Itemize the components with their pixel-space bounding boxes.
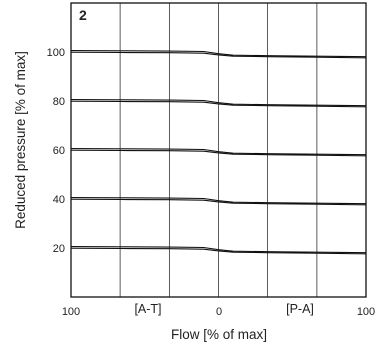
y-tick-label: 100: [47, 47, 65, 59]
x-tick-label-left: 100: [62, 306, 80, 318]
y-tick-label: 80: [53, 96, 65, 108]
y-tick-label: 40: [53, 194, 65, 206]
curve-3-lower: [70, 149, 367, 157]
y-tick-label: 20: [53, 243, 65, 255]
x-axis-title: Flow [% of max]: [171, 327, 267, 342]
curve-1-upper: [70, 49, 367, 58]
curve-4-upper: [70, 196, 367, 205]
curve-3-upper: [70, 147, 367, 156]
curve-2-upper: [70, 98, 367, 107]
x-tick-label-right: 100: [357, 306, 375, 318]
plot-frame: [70, 2, 367, 298]
region-label-a-t: [A-T]: [134, 302, 161, 316]
curve-5-upper: [70, 245, 367, 254]
y-axis-title: Reduced pressure [% of max]: [13, 51, 28, 229]
curve-2-lower: [70, 100, 367, 108]
panel-label: 2: [79, 7, 87, 23]
curve-5-lower: [70, 247, 367, 255]
y-tick-label: 60: [53, 145, 65, 157]
region-label-p-a: [P-A]: [286, 302, 314, 316]
y-tick-labels: 20 40 60 80 100: [47, 47, 65, 255]
curve-1-lower: [70, 51, 367, 59]
x-tick-label-center: 0: [216, 306, 222, 318]
curve-4-lower: [70, 198, 367, 206]
curves: [70, 49, 367, 255]
